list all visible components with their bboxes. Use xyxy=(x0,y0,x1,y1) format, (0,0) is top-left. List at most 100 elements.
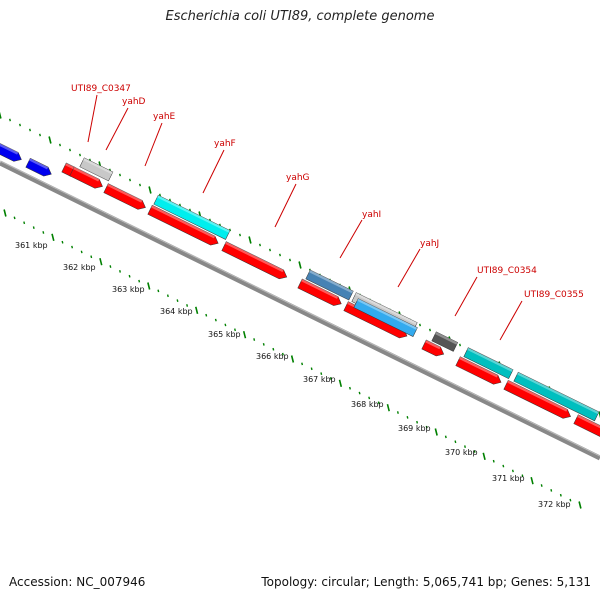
inner-minor-tick xyxy=(157,289,160,293)
inner-major-tick xyxy=(3,209,7,217)
outer-minor-tick xyxy=(259,243,261,247)
outer-major-tick xyxy=(248,236,252,244)
inner-minor-tick xyxy=(138,279,141,283)
inner-minor-tick xyxy=(329,377,332,380)
gene-label: UTI89_C0355 xyxy=(524,290,584,300)
inner-minor-tick xyxy=(272,347,275,351)
inner-minor-tick xyxy=(80,250,83,254)
skyblue-feature-yahJ xyxy=(353,298,418,337)
outer-minor-tick xyxy=(429,328,431,332)
genome-summary-text: Topology: circular; Length: 5,065,741 bp… xyxy=(261,575,591,589)
gene-leader-line xyxy=(144,122,163,167)
inner-minor-tick xyxy=(502,464,505,468)
inner-major-tick xyxy=(386,403,390,412)
inner-minor-tick xyxy=(540,484,543,487)
inner-minor-tick xyxy=(320,372,323,375)
inner-minor-tick xyxy=(368,396,371,400)
gene-leader-line xyxy=(202,149,225,194)
outer-minor-tick xyxy=(419,323,421,327)
kbp-label: 366 kbp xyxy=(256,352,289,361)
inner-minor-tick xyxy=(492,459,495,463)
cyan-feature-yahE xyxy=(153,194,231,240)
teal-feature-c0355a xyxy=(463,347,514,379)
red-cds-yahI xyxy=(297,278,342,306)
gene-leader-line xyxy=(397,248,421,288)
inner-minor-tick xyxy=(406,416,409,419)
outer-minor-tick xyxy=(29,128,31,132)
inner-minor-tick xyxy=(119,270,121,273)
inner-major-tick xyxy=(242,330,247,339)
kbp-label: 370 kbp xyxy=(445,448,478,457)
inner-minor-tick xyxy=(109,265,112,268)
backbone-line xyxy=(0,160,600,461)
gene-leader-line xyxy=(499,300,523,341)
gene-label-layer: UTI89_C0347 yahD yahE yahF yahG yahI yahJ UTI89… xyxy=(71,84,584,341)
outer-minor-tick xyxy=(79,153,81,157)
feature-track xyxy=(0,139,600,439)
kbp-label: 372 kbp xyxy=(538,500,571,509)
inner-minor-tick xyxy=(473,450,476,453)
inner-major-tick xyxy=(338,379,343,388)
gene-label: yahI xyxy=(362,210,381,220)
inner-major-tick xyxy=(578,501,582,509)
blue-cds-2 xyxy=(25,157,52,177)
red-cds-e xyxy=(455,356,502,385)
gene-label: yahD xyxy=(122,97,146,107)
gene-label: yahJ xyxy=(420,239,439,249)
gene-leader-line xyxy=(105,107,129,151)
outer-major-tick xyxy=(48,136,52,144)
inner-minor-tick xyxy=(166,294,169,298)
outer-major-tick xyxy=(598,411,600,419)
inner-tick-track xyxy=(3,209,582,509)
gene-label: yahG xyxy=(286,173,310,183)
inner-minor-tick xyxy=(349,386,351,390)
inner-minor-tick xyxy=(310,367,313,371)
inner-minor-tick xyxy=(71,245,74,249)
backbone-highlight xyxy=(0,160,600,457)
inner-minor-tick xyxy=(416,420,419,424)
inner-minor-tick xyxy=(511,469,514,473)
gene-leader-line xyxy=(339,219,363,259)
red-cds-c xyxy=(103,183,146,210)
outer-minor-tick xyxy=(39,133,41,137)
inner-major-tick xyxy=(147,282,151,290)
gray-feature-c0347 xyxy=(79,157,114,182)
outer-minor-tick xyxy=(459,343,461,347)
kbp-label: 364 kbp xyxy=(160,307,193,316)
gene-label: UTI89_C0354 xyxy=(477,266,537,276)
inner-major-tick xyxy=(99,257,103,266)
inner-minor-tick xyxy=(205,313,208,317)
gene-leader-line xyxy=(87,94,98,143)
inner-minor-tick xyxy=(281,352,284,356)
inner-minor-tick xyxy=(377,401,380,405)
outer-minor-tick xyxy=(229,228,231,232)
inner-minor-tick xyxy=(253,338,256,341)
inner-minor-tick xyxy=(42,231,45,234)
inner-major-tick xyxy=(290,355,295,363)
kbp-label: 368 kbp xyxy=(351,400,384,409)
inner-major-tick xyxy=(530,476,534,485)
inner-minor-tick xyxy=(396,411,399,414)
gene-label: UTI89_C0347 xyxy=(71,84,131,94)
inner-minor-tick xyxy=(61,240,64,244)
inner-minor-tick xyxy=(569,498,572,502)
outer-minor-tick xyxy=(69,148,71,152)
inner-minor-tick xyxy=(559,493,562,497)
kbp-label: 365 kbp xyxy=(208,330,241,339)
outer-minor-tick xyxy=(9,118,11,122)
darkgray-feature-c0354 xyxy=(431,331,459,352)
inner-minor-tick xyxy=(464,445,466,448)
outer-major-tick xyxy=(148,186,152,194)
map-title: Escherichia coli UTI89, complete genome xyxy=(165,9,435,24)
outer-minor-tick xyxy=(139,183,141,187)
outer-major-tick xyxy=(0,111,2,119)
red-cds-yahE xyxy=(147,204,219,246)
outer-minor-tick xyxy=(129,178,131,182)
inner-major-tick xyxy=(51,233,55,242)
outer-major-tick xyxy=(298,261,302,269)
inner-minor-tick xyxy=(13,216,16,220)
kbp-label: 367 kbp xyxy=(303,375,336,384)
inner-minor-tick xyxy=(358,391,361,395)
inner-minor-tick xyxy=(186,304,189,307)
